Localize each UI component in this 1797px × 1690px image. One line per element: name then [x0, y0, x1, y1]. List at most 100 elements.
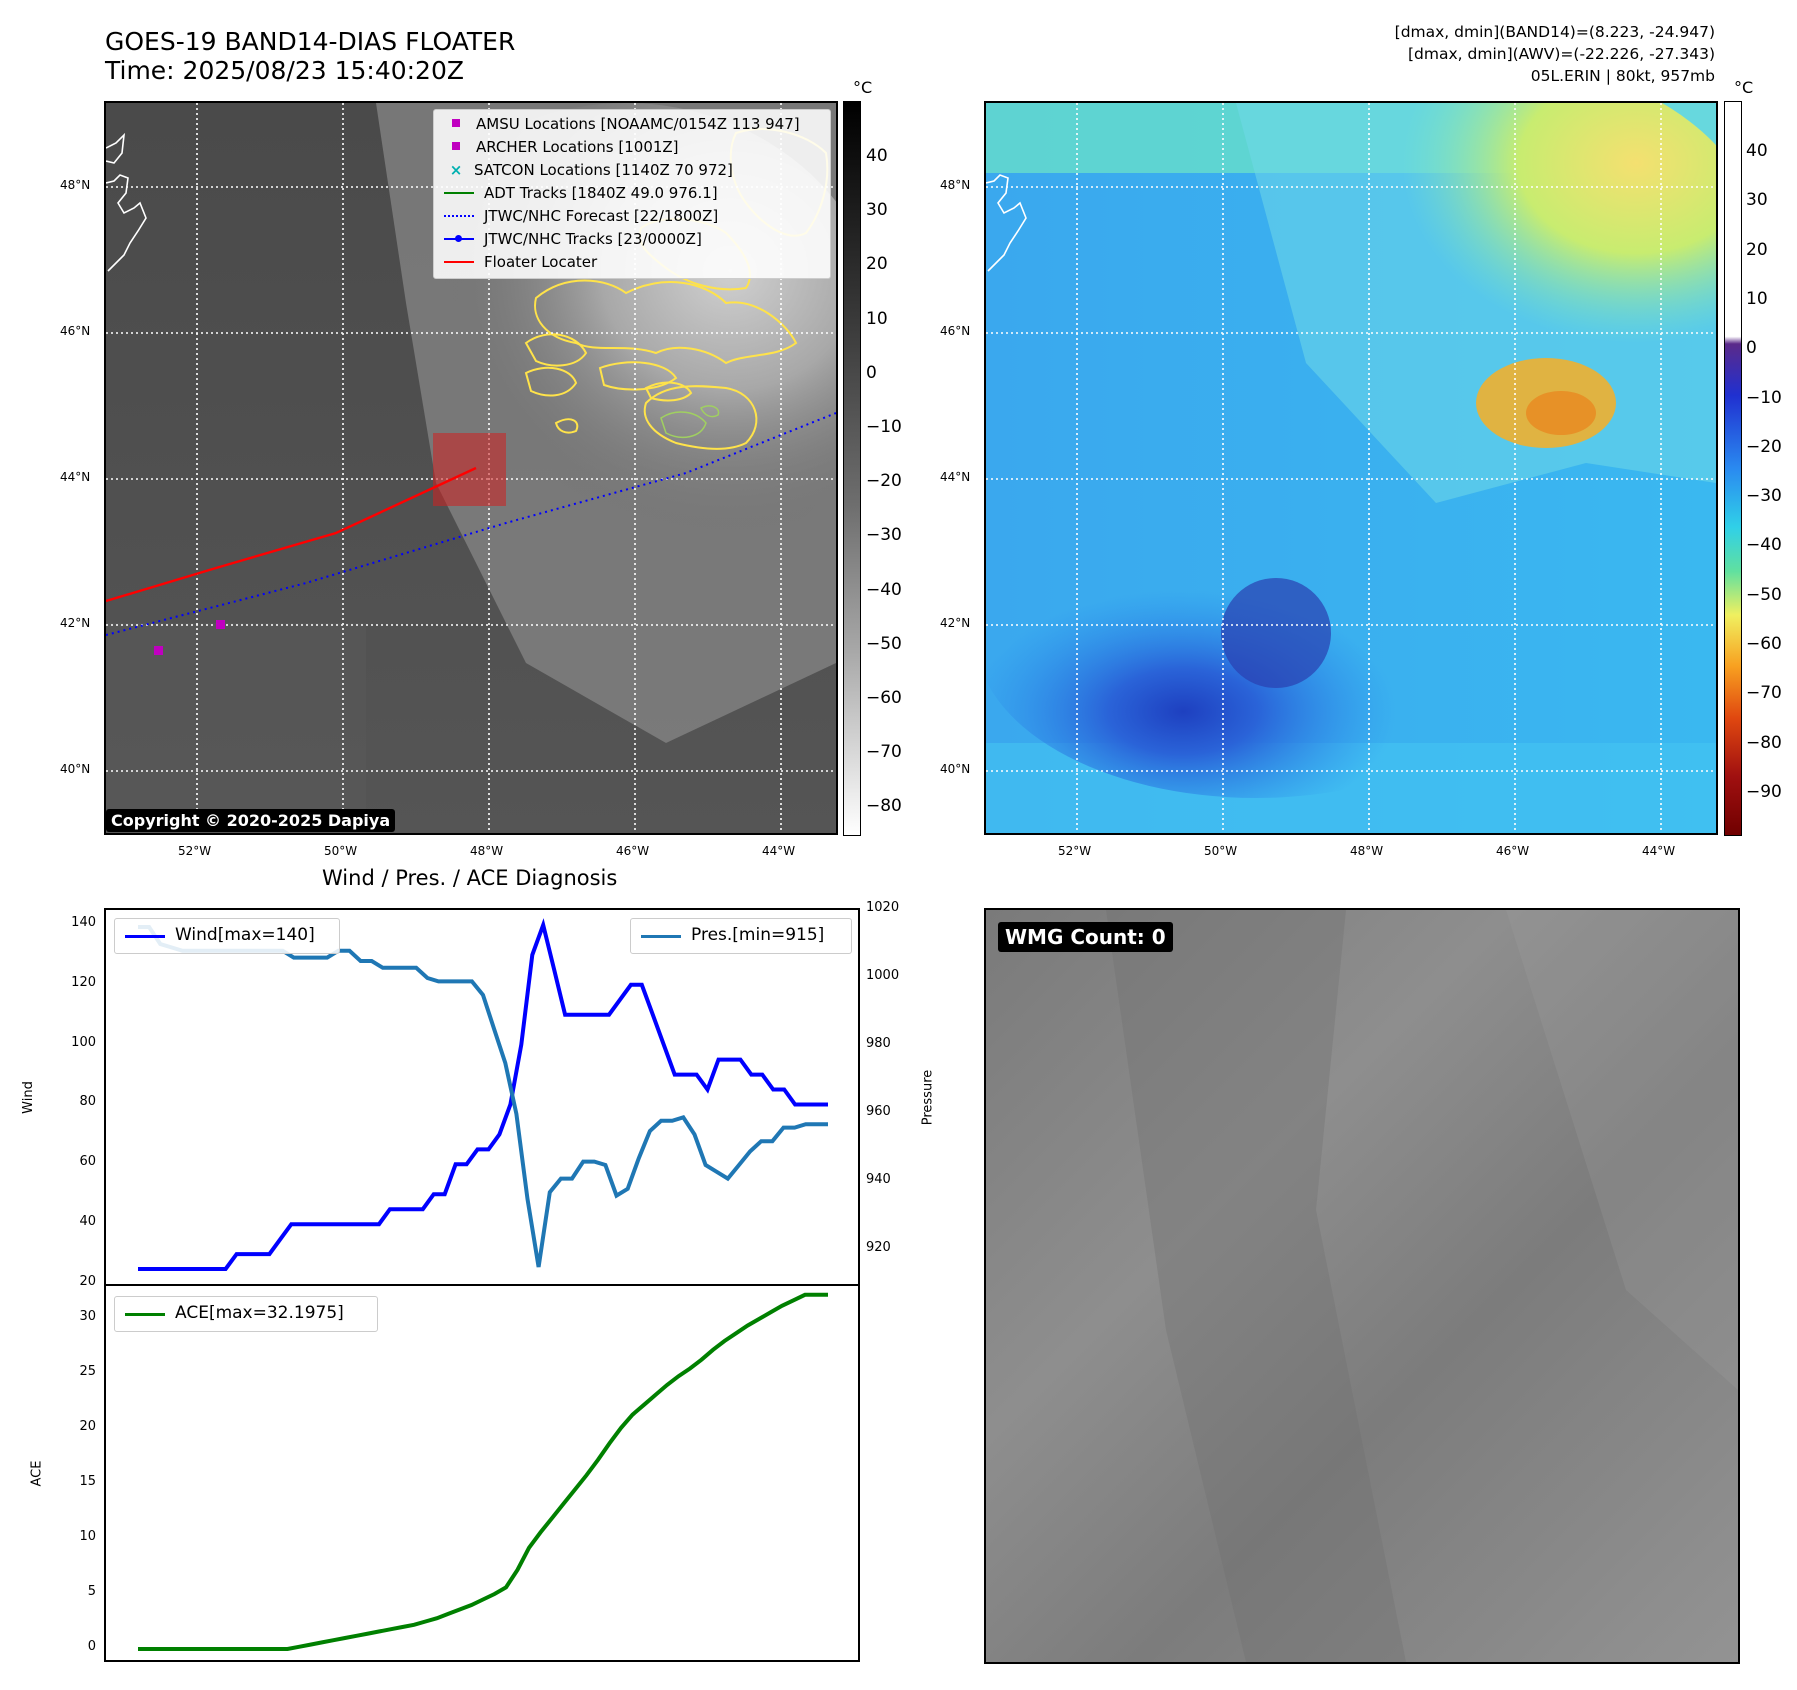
ir-map-panel: AMSU Locations [NOAAMC/0154Z 113 947] AR…	[104, 101, 838, 835]
ir-lon-label-50: 50°W	[324, 844, 358, 858]
legend-label-floater: Floater Locater	[484, 253, 598, 271]
product-title: GOES-19 BAND14-DIAS FLOATER	[105, 27, 516, 56]
ir-colorbar-tick: −10	[866, 417, 902, 437]
ir-colorbar-tick: 30	[866, 200, 888, 221]
ace-plot	[138, 1292, 828, 1651]
legend-label-satcon: SATCON Locations [1140Z 70 972]	[474, 161, 733, 179]
awv-range: [dmax, dmin](AWV)=(-22.226, -27.343)	[1408, 45, 1715, 63]
wv-colorbar-tick: 40	[1746, 141, 1768, 161]
wind-tick-label: 40	[79, 1214, 96, 1230]
pressure-tick-label: 960	[866, 1104, 891, 1119]
ir-colorbar-tick: −50	[866, 633, 902, 654]
ir-lat-label-42: 42°N	[60, 616, 91, 630]
wmg-image	[986, 910, 1738, 1662]
wind-legend-swatch	[125, 935, 165, 938]
wv-lat-label-42: 42°N	[940, 616, 971, 630]
ir-lat-label-48: 48°N	[60, 178, 91, 192]
ace-legend-swatch	[125, 1313, 165, 1316]
floater-legend-marker	[444, 261, 474, 263]
wv-map-image	[986, 103, 1716, 833]
ace-ylabel: ACE	[29, 1460, 45, 1487]
ir-colorbar-tick: −70	[866, 742, 902, 763]
ir-colorbar-tick: −20	[866, 471, 902, 492]
legend-row-amsu: AMSU Locations [NOAAMC/0154Z 113 947]	[444, 115, 800, 133]
legend-label-adt: ADT Tracks [1840Z 49.0 976.1]	[484, 184, 718, 202]
floater-box	[433, 433, 506, 506]
ace-panel: ACE[max=32.1975]	[104, 1284, 860, 1662]
wv-map-panel	[984, 101, 1718, 835]
adt-legend-marker	[444, 192, 474, 194]
ace-tick-label: 10	[79, 1529, 96, 1544]
wv-colorbar-tick: −50	[1746, 584, 1782, 605]
ir-colorbar-tick: 20	[866, 254, 888, 275]
wmg-count-badge: WMG Count: 0	[998, 922, 1173, 952]
pressure-series-line	[138, 925, 828, 1268]
wv-colorbar-tick: 30	[1746, 190, 1768, 211]
ir-lat-label-44: 44°N	[60, 470, 91, 484]
wv-colorbar-tick: 0	[1746, 338, 1757, 359]
legend-label-archer: ARCHER Locations [1001Z]	[476, 138, 679, 156]
product-time: Time: 2025/08/23 15:40:20Z	[105, 56, 464, 85]
pressure-tick-label: 1000	[866, 968, 900, 983]
pres-legend-swatch	[641, 935, 681, 938]
diagnosis-title: Wind / Pres. / ACE Diagnosis	[322, 866, 618, 890]
wv-colorbar-tick: −20	[1746, 436, 1782, 457]
ace-series-line	[138, 1292, 828, 1651]
forecast-legend-marker	[444, 215, 474, 217]
pressure-tick-label: 980	[866, 1036, 891, 1051]
legend-label-tracks: JTWC/NHC Tracks [23/0000Z]	[484, 230, 702, 248]
wv-colorbar-tick: −70	[1746, 683, 1782, 704]
amsu-legend-marker	[452, 119, 460, 127]
wv-lon-label-44: 44°W	[1642, 844, 1676, 858]
wmg-panel: WMG Count: 0	[984, 908, 1740, 1664]
tracks-legend-marker	[444, 235, 474, 242]
wv-colorbar-tick: −10	[1746, 387, 1782, 408]
pressure-legend: Pres.[min=915]	[630, 918, 852, 954]
copyright-badge: Copyright © 2020-2025 Dapiya	[106, 809, 396, 832]
wind-tick-label: 100	[71, 1034, 96, 1050]
legend-row-tracks: JTWC/NHC Tracks [23/0000Z]	[444, 230, 702, 248]
wv-lon-label-52: 52°W	[1058, 844, 1092, 858]
wv-colorbar-tick: −30	[1746, 486, 1782, 507]
wind-legend: Wind[max=140]	[114, 918, 340, 954]
wind-legend-label: Wind[max=140]	[175, 925, 315, 945]
legend-row-forecast: JTWC/NHC Forecast [22/1800Z]	[444, 207, 718, 225]
legend-label-forecast: JTWC/NHC Forecast [22/1800Z]	[484, 207, 719, 225]
pressure-tick-label: 940	[866, 1172, 891, 1187]
wind-tick-label: 20	[79, 1274, 96, 1289]
ir-colorbar-tick: 10	[866, 308, 888, 329]
archer-marker	[154, 646, 163, 655]
tracks-legend-dot	[455, 235, 462, 242]
forecast-track-line	[106, 412, 836, 636]
legend-label-amsu: AMSU Locations [NOAAMC/0154Z 113 947]	[476, 115, 800, 133]
wind-tick-label: 60	[79, 1154, 96, 1170]
legend-row-satcon: × SATCON Locations [1140Z 70 972]	[444, 161, 733, 179]
legend-row-archer: ARCHER Locations [1001Z]	[444, 138, 679, 156]
wind-series-line	[138, 918, 828, 1271]
band14-range: [dmax, dmin](BAND14)=(8.223, -24.947)	[1394, 23, 1715, 41]
ir-colorbar-unit: °C	[853, 78, 873, 97]
wind-tick-label: 80	[79, 1094, 96, 1110]
wv-lat-label-46: 46°N	[940, 324, 971, 338]
ir-lat-label-40: 40°N	[60, 762, 91, 776]
wind-tick-label: 120	[71, 974, 96, 990]
satcon-legend-marker: ×	[449, 161, 463, 179]
legend-row-floater: Floater Locater	[444, 253, 597, 271]
ir-colorbar-tick: −60	[866, 688, 902, 708]
ace-tick-label: 0	[87, 1639, 96, 1654]
legend-row-adt: ADT Tracks [1840Z 49.0 976.1]	[444, 184, 718, 202]
amsu-marker	[216, 620, 225, 629]
ace-tick-label: 5	[87, 1584, 96, 1599]
ir-colorbar-tick: 40	[866, 146, 888, 166]
ir-lon-label-52: 52°W	[178, 844, 212, 858]
wv-colorbar-tick: −40	[1746, 535, 1782, 556]
pressure-ylabel: Pressure	[920, 1069, 936, 1126]
pressure-tick-label: 920	[866, 1240, 891, 1255]
ace-tick-label: 25	[79, 1364, 96, 1379]
pres-legend-label: Pres.[min=915]	[691, 925, 825, 945]
ace-legend-label: ACE[max=32.1975]	[175, 1303, 344, 1323]
wv-lon-label-46: 46°W	[1496, 844, 1530, 858]
archer-legend-marker	[452, 142, 460, 150]
wind-ylabel: Wind	[20, 1081, 36, 1114]
ir-colorbar	[843, 101, 861, 836]
